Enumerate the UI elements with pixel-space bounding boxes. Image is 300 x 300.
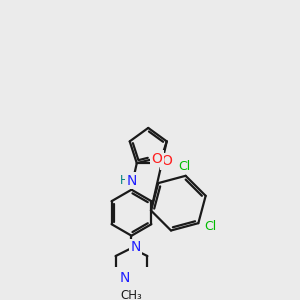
Text: CH₃: CH₃: [121, 290, 142, 300]
Text: N: N: [131, 240, 141, 254]
Text: N: N: [120, 271, 130, 285]
Text: Cl: Cl: [205, 220, 217, 233]
Text: O: O: [161, 154, 172, 168]
Text: N: N: [126, 174, 137, 188]
Text: O: O: [152, 152, 163, 166]
Text: H: H: [120, 174, 129, 187]
Text: Cl: Cl: [178, 160, 190, 172]
